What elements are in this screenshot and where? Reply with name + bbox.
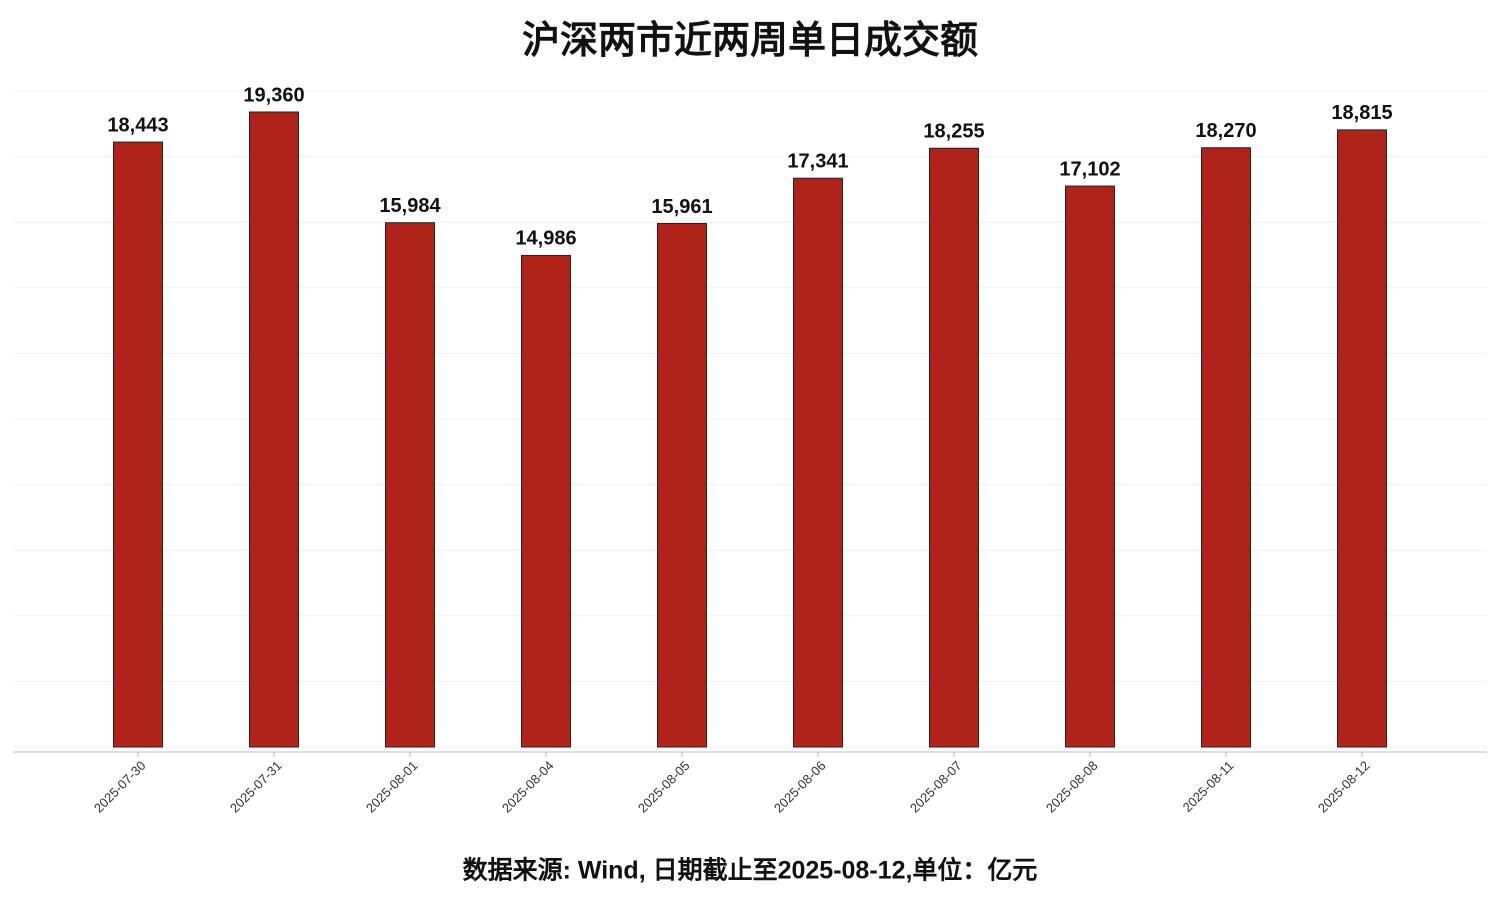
bar bbox=[1337, 129, 1387, 748]
x-tick-label: 2025-08-11 bbox=[1180, 758, 1237, 815]
bar bbox=[521, 254, 571, 748]
x-tick-label: 2025-08-06 bbox=[771, 758, 829, 816]
bar bbox=[793, 177, 843, 748]
footnote: 数据来源: Wind, 日期截止至2025-08-12,单位：亿元 bbox=[463, 856, 1038, 885]
chart-title: 沪深两市近两周单日成交额 bbox=[522, 19, 978, 62]
bar bbox=[657, 222, 707, 748]
value-label: 17,102 bbox=[1059, 158, 1120, 180]
bar bbox=[249, 111, 299, 748]
value-label: 18,270 bbox=[1195, 120, 1256, 142]
x-tick-label: 2025-08-01 bbox=[363, 758, 421, 816]
value-label: 17,341 bbox=[787, 150, 848, 172]
bar bbox=[929, 147, 979, 748]
x-tick-label: 2025-07-30 bbox=[91, 758, 149, 816]
value-label: 15,961 bbox=[651, 196, 712, 218]
bar bbox=[1065, 185, 1115, 748]
value-label: 18,443 bbox=[107, 114, 168, 136]
value-label: 18,815 bbox=[1331, 102, 1392, 124]
bar bbox=[1201, 147, 1251, 748]
x-tick-label: 2025-07-31 bbox=[227, 758, 285, 816]
value-label: 18,255 bbox=[923, 121, 984, 143]
value-label: 14,986 bbox=[515, 228, 576, 250]
value-label: 15,984 bbox=[379, 195, 441, 217]
x-tick-label: 2025-08-04 bbox=[499, 758, 557, 816]
value-label: 19,360 bbox=[243, 84, 304, 106]
bar bbox=[385, 222, 435, 748]
x-tick-label: 2025-08-08 bbox=[1043, 758, 1101, 816]
bar bbox=[113, 141, 163, 748]
x-tick-label: 2025-08-07 bbox=[907, 758, 965, 816]
x-tick-label: 2025-08-05 bbox=[635, 758, 693, 816]
x-tick-label: 2025-08-12 bbox=[1315, 758, 1373, 816]
